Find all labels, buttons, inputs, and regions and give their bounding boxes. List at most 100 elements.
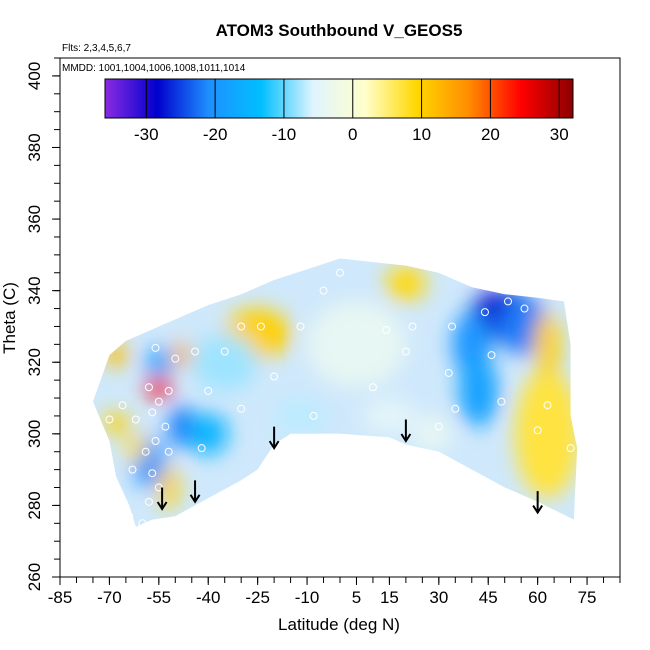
observation-point bbox=[497, 397, 506, 406]
observation-point bbox=[319, 286, 328, 295]
dates-subtitle: MMDD: 1001,1004,1006,1008,1011,1014 bbox=[62, 63, 246, 74]
observation-point bbox=[171, 354, 180, 363]
observation-point bbox=[368, 383, 377, 392]
x-tick-label: -55 bbox=[147, 588, 172, 607]
heatmap-blob bbox=[145, 347, 172, 377]
flights-subtitle: Flts: 2,3,4,5,6,7 bbox=[62, 43, 131, 54]
observation-point bbox=[148, 408, 157, 417]
colorbar-tick-label: -30 bbox=[134, 125, 159, 144]
observation-point bbox=[533, 426, 542, 435]
observation-point bbox=[382, 326, 391, 335]
x-tick-label: 75 bbox=[578, 588, 597, 607]
observation-point bbox=[197, 444, 206, 453]
y-tick-label: 340 bbox=[25, 276, 44, 304]
observation-point bbox=[138, 519, 147, 528]
observation-point bbox=[451, 404, 460, 413]
observation-point bbox=[504, 297, 512, 306]
observation-point bbox=[566, 444, 575, 453]
down-arrow bbox=[268, 426, 280, 450]
observation-point bbox=[270, 372, 279, 381]
y-tick-label: 320 bbox=[25, 348, 44, 376]
observation-point bbox=[434, 422, 443, 431]
heatmap-blob bbox=[158, 466, 179, 509]
y-tick-label: 400 bbox=[25, 62, 44, 90]
heatmap-blob bbox=[458, 355, 499, 427]
y-axis: 260 280 300 320 340 360 380 400 bbox=[25, 57, 60, 591]
x-tick-label: 60 bbox=[528, 588, 547, 607]
x-axis: -85 -70 -55 -40 -25 -10 5 15 30 45 60 75 bbox=[48, 577, 621, 607]
observation-point bbox=[408, 322, 417, 331]
heatmap-blob bbox=[534, 312, 561, 377]
heatmap-blob bbox=[102, 412, 130, 434]
arrow-markers bbox=[156, 419, 543, 515]
chart-title: ATOM3 Southbound V_GEOS5 bbox=[216, 21, 463, 40]
observation-point bbox=[161, 422, 170, 431]
observation-point bbox=[256, 322, 265, 331]
heatmap-layer bbox=[92, 258, 578, 528]
colorbar-tick-label: 30 bbox=[550, 125, 569, 144]
observation-point bbox=[309, 411, 318, 420]
observation-point bbox=[237, 322, 246, 331]
observation-point bbox=[401, 347, 410, 356]
observation-point bbox=[336, 268, 344, 277]
observation-point bbox=[151, 343, 160, 352]
heatmap-blob bbox=[274, 398, 327, 434]
x-tick-label: -70 bbox=[97, 588, 122, 607]
observation-point bbox=[131, 415, 140, 424]
y-tick-label: 300 bbox=[25, 420, 44, 448]
heatmap-blob bbox=[412, 415, 452, 452]
y-axis-label: Theta (C) bbox=[0, 282, 19, 354]
observation-point bbox=[520, 304, 529, 313]
colorbar-gradient bbox=[104, 78, 574, 119]
observation-point bbox=[448, 322, 456, 331]
observation-points bbox=[105, 268, 575, 528]
observation-point bbox=[105, 415, 114, 424]
heatmap-blob bbox=[172, 344, 192, 366]
x-tick-label: -85 bbox=[48, 588, 73, 607]
observation-point bbox=[480, 308, 489, 317]
observation-point bbox=[144, 383, 153, 392]
observation-point bbox=[487, 351, 496, 360]
y-tick-label: 260 bbox=[25, 563, 44, 591]
heatmap-blob bbox=[191, 333, 258, 391]
observation-point bbox=[154, 397, 163, 406]
y-tick-label: 360 bbox=[25, 205, 44, 233]
down-arrow bbox=[156, 487, 168, 511]
observation-point bbox=[448, 465, 456, 474]
observation-point bbox=[141, 447, 150, 456]
heatmap-blobs bbox=[102, 265, 578, 509]
colorbar-tick-label: -20 bbox=[203, 125, 228, 144]
down-arrow bbox=[189, 480, 201, 504]
observation-point bbox=[543, 401, 552, 410]
x-axis-label: Latitude (deg N) bbox=[278, 615, 400, 634]
colorbar-tick-label: -10 bbox=[272, 125, 297, 144]
colorbar-tick-label: 0 bbox=[348, 125, 357, 144]
colorbar-tick-label: 20 bbox=[481, 125, 500, 144]
colorbar-tick-label: 10 bbox=[412, 125, 431, 144]
y-tick-label: 380 bbox=[25, 133, 44, 161]
heatmap-blob bbox=[125, 433, 146, 463]
heatmap-blob bbox=[102, 344, 130, 366]
y-tick-label: 280 bbox=[25, 491, 44, 519]
observation-point bbox=[151, 436, 160, 445]
observation-point bbox=[125, 512, 134, 521]
down-arrow bbox=[532, 491, 543, 515]
heatmap-blob bbox=[307, 301, 406, 388]
x-tick-label: 30 bbox=[429, 588, 448, 607]
heatmap-blob bbox=[168, 405, 196, 449]
x-tick-label: 15 bbox=[380, 588, 399, 607]
observation-point bbox=[164, 386, 173, 395]
x-tick-label: -10 bbox=[295, 588, 320, 607]
colorbar: -30 -20 -10 0 10 20 30 bbox=[104, 78, 574, 144]
observation-point bbox=[128, 465, 137, 474]
heatmap-blob bbox=[363, 398, 416, 434]
observation-point bbox=[276, 444, 285, 453]
observation-point bbox=[164, 447, 173, 456]
observation-point bbox=[204, 386, 213, 395]
x-tick-label: -40 bbox=[196, 588, 221, 607]
observation-point bbox=[118, 401, 127, 410]
heatmap-blob bbox=[514, 369, 578, 499]
observation-point bbox=[237, 404, 246, 413]
observation-point bbox=[191, 347, 200, 356]
